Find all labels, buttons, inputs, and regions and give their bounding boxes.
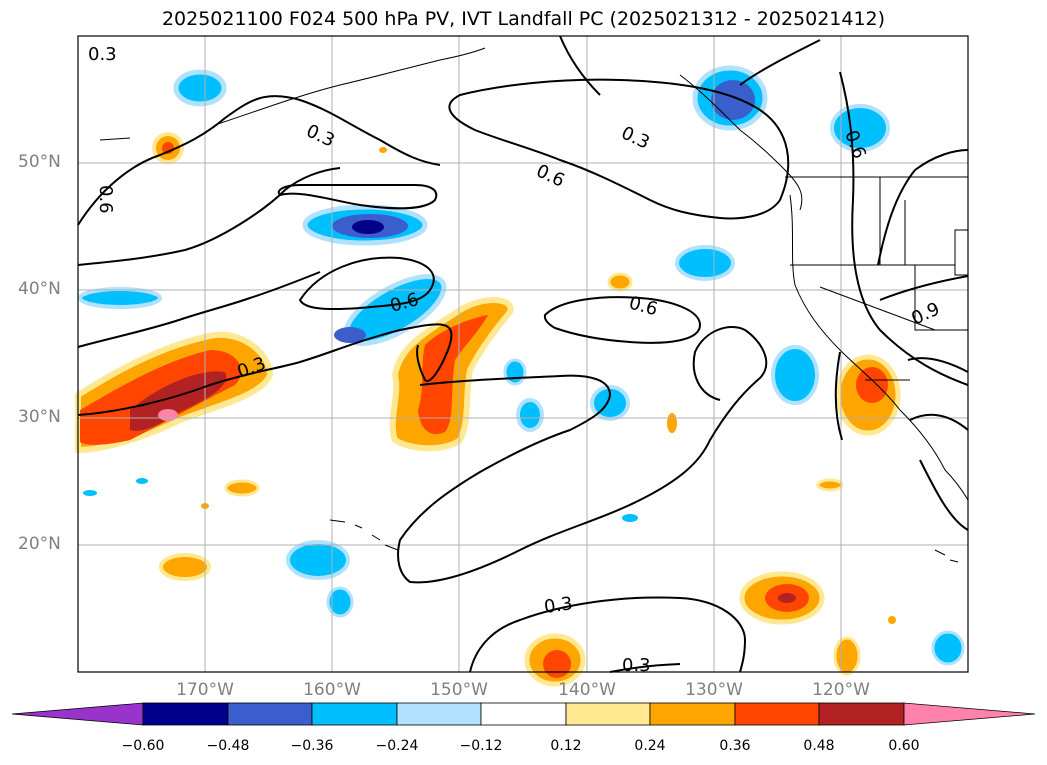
pv-positive-shading xyxy=(75,132,901,687)
colorbar-tick: 0.60 xyxy=(888,738,920,754)
lat-label: 50°N xyxy=(18,152,61,172)
map-title: 2025021100 F024 500 hPa PV, IVT Landfall… xyxy=(161,8,886,30)
contour-label: 0.3 xyxy=(618,122,653,153)
contour-label: 0.6 xyxy=(627,293,660,321)
colorbar-tick: −0.36 xyxy=(290,738,334,754)
lon-label: 150°W xyxy=(430,680,488,700)
contour-label: 0.6 xyxy=(533,160,568,191)
lon-label: 140°W xyxy=(558,680,616,700)
contour-label: 0.6 xyxy=(95,185,116,214)
colorbar-tick: −0.48 xyxy=(206,738,250,754)
contour-label: 0.3 xyxy=(543,593,574,618)
graticule xyxy=(78,36,968,672)
colorbar xyxy=(11,702,1036,726)
colorbar-tick: 0.36 xyxy=(719,738,751,754)
colorbar-extend-low xyxy=(11,702,144,726)
map-frame xyxy=(77,35,969,673)
colorbar-tick: 0.12 xyxy=(550,738,582,754)
lat-label: 20°N xyxy=(18,534,61,554)
lon-label: 160°W xyxy=(303,680,361,700)
lon-label: 130°W xyxy=(685,680,743,700)
colorbar-tick: −0.60 xyxy=(121,738,165,754)
coastlines xyxy=(99,47,969,563)
lat-label: 40°N xyxy=(18,279,61,299)
contour-lines xyxy=(77,35,969,673)
lon-label: 170°W xyxy=(176,680,234,700)
lat-label: 30°N xyxy=(18,407,61,427)
contour-label: 0.3 xyxy=(622,655,651,676)
colorbar-tick: −0.12 xyxy=(459,738,503,754)
colorbar-tick: −0.24 xyxy=(375,738,419,754)
colorbar-tick: 0.24 xyxy=(634,738,666,754)
lon-label: 120°W xyxy=(812,680,870,700)
colorbar-tick: 0.48 xyxy=(803,738,835,754)
contour-label: 0.9 xyxy=(908,298,943,329)
contour-label: 0.3 xyxy=(88,44,117,65)
colorbar-extend-high xyxy=(903,702,1036,726)
